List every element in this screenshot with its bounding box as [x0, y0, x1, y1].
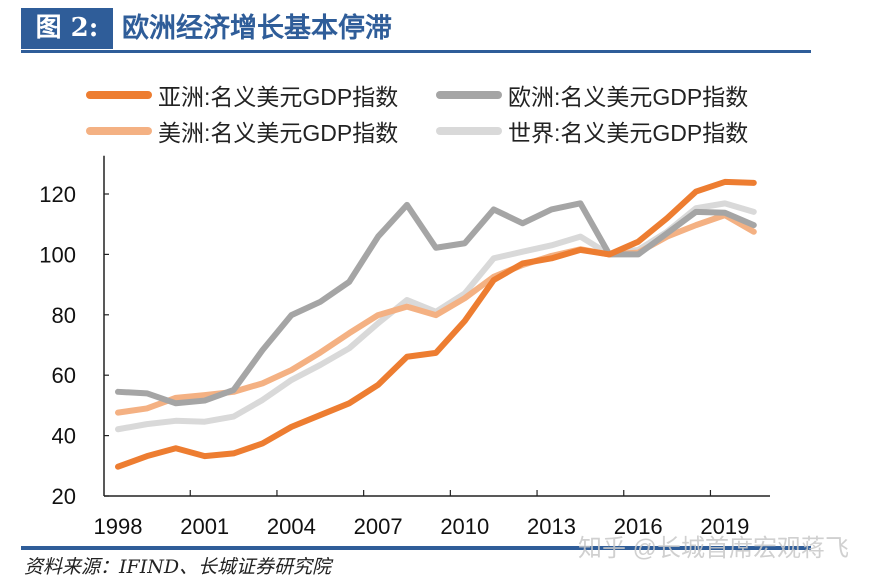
legend-label: 欧洲:名义美元GDP指数 — [508, 84, 749, 110]
legend-swatch-america — [86, 127, 152, 135]
y-tick-label: 120 — [39, 182, 76, 207]
legend-label: 美洲:名义美元GDP指数 — [158, 120, 399, 146]
legend-swatch-europe — [436, 91, 502, 99]
chart-title: 欧洲经济增长基本停滞 — [122, 13, 392, 44]
x-tick-label: 2001 — [180, 514, 229, 539]
x-tick-label: 2016 — [614, 514, 663, 539]
legend-swatch-asia — [86, 91, 152, 99]
x-tick-label: 2010 — [440, 514, 489, 539]
y-tick-label: 20 — [52, 484, 76, 509]
series-line-1 — [115, 200, 757, 407]
legend-item-europe: 欧洲:名义美元GDP指数 — [436, 78, 748, 112]
x-tick-label: 2019 — [700, 514, 749, 539]
y-tick-label: 60 — [52, 363, 76, 388]
y-tick-label: 100 — [39, 242, 76, 267]
y-tick-label: 40 — [52, 424, 76, 449]
legend-item-america: 美洲:名义美元GDP指数 — [86, 114, 398, 148]
legend-item-asia: 亚洲:名义美元GDP指数 — [86, 78, 398, 112]
x-tick-label: 2013 — [527, 514, 576, 539]
x-tick-label: 1998 — [94, 514, 143, 539]
legend-swatch-world — [436, 127, 502, 135]
source-note: 资料来源：IFIND、长城证券研究院 — [24, 556, 332, 578]
legend-item-world: 世界:名义美元GDP指数 — [436, 114, 748, 148]
legend-label: 世界:名义美元GDP指数 — [508, 120, 749, 146]
series-line-0 — [115, 178, 757, 470]
footer-divider — [21, 546, 811, 550]
watermark: 知乎 @长城首席宏观蒋飞 — [578, 535, 850, 562]
x-tick-label: 2007 — [354, 514, 403, 539]
figure-label: 图 2: — [21, 8, 113, 49]
legend-label: 亚洲:名义美元GDP指数 — [158, 84, 399, 110]
x-tick-label: 2004 — [267, 514, 316, 539]
header-divider — [21, 50, 811, 53]
y-tick-label: 80 — [52, 303, 76, 328]
